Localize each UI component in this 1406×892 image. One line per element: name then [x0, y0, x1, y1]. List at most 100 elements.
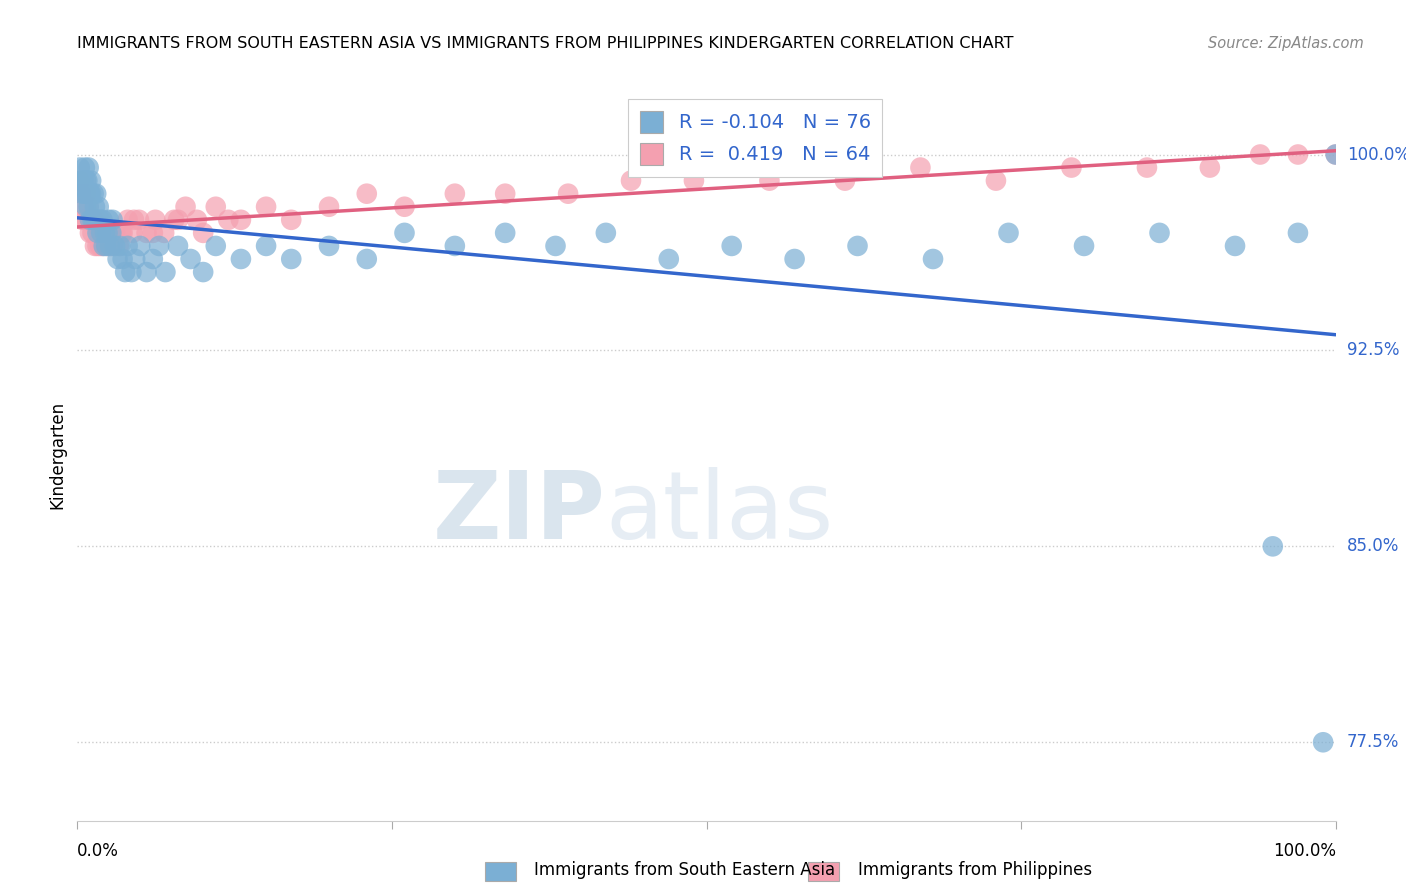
Point — [997, 226, 1019, 240]
Point — [75, 200, 97, 214]
Point — [1198, 161, 1220, 175]
Point — [75, 186, 97, 201]
Point — [96, 239, 118, 253]
Point — [70, 174, 93, 188]
Point — [163, 212, 186, 227]
Point — [83, 212, 105, 227]
Point — [84, 239, 107, 253]
Point — [82, 226, 104, 240]
Point — [111, 226, 134, 240]
Text: 100.0%: 100.0% — [1347, 145, 1406, 163]
Point — [90, 226, 112, 240]
Point — [280, 212, 302, 227]
Point — [834, 174, 856, 188]
Point — [86, 212, 108, 227]
Point — [86, 226, 108, 240]
Point — [79, 212, 101, 227]
Point — [155, 265, 177, 279]
Point — [356, 186, 378, 201]
Point — [120, 265, 142, 279]
Text: ZIP: ZIP — [433, 467, 606, 559]
Point — [318, 200, 340, 214]
Point — [73, 186, 96, 201]
Point — [89, 212, 111, 227]
Point — [108, 239, 131, 253]
Point — [73, 161, 96, 175]
Point — [84, 212, 107, 227]
Text: 85.0%: 85.0% — [1347, 537, 1399, 556]
Point — [1136, 161, 1159, 175]
Point — [107, 252, 129, 266]
Point — [135, 265, 157, 279]
Point — [783, 252, 806, 266]
Point — [83, 186, 105, 201]
Point — [153, 226, 176, 240]
Point — [683, 174, 706, 188]
Point — [135, 226, 157, 240]
Point — [80, 212, 103, 227]
Point — [204, 200, 226, 214]
Point — [620, 174, 643, 188]
Point — [91, 239, 114, 253]
Point — [104, 239, 127, 253]
Point — [318, 239, 340, 253]
Point — [86, 239, 108, 253]
Point — [94, 226, 117, 240]
Point — [758, 174, 780, 188]
Point — [87, 200, 110, 214]
Point — [394, 226, 416, 240]
Point — [128, 212, 150, 227]
Point — [101, 239, 124, 253]
Point — [910, 161, 932, 175]
Point — [167, 212, 190, 227]
Point — [142, 252, 165, 266]
Point — [79, 186, 101, 201]
Point — [76, 174, 98, 188]
Y-axis label: Kindergarten: Kindergarten — [48, 401, 66, 509]
Point — [1324, 147, 1347, 161]
Text: 77.5%: 77.5% — [1347, 733, 1399, 751]
Point — [72, 174, 94, 188]
Legend: R = -0.104   N = 76, R =  0.419   N = 64: R = -0.104 N = 76, R = 0.419 N = 64 — [628, 99, 883, 177]
Point — [100, 226, 122, 240]
Point — [72, 200, 94, 214]
Point — [444, 239, 467, 253]
Point — [77, 161, 100, 175]
Point — [494, 226, 516, 240]
Point — [494, 186, 516, 201]
Point — [229, 252, 252, 266]
Point — [444, 186, 467, 201]
Point — [76, 186, 98, 201]
Point — [72, 186, 94, 201]
Point — [557, 186, 579, 201]
Point — [108, 239, 131, 253]
Point — [101, 212, 124, 227]
Point — [69, 174, 91, 188]
Point — [117, 239, 139, 253]
Point — [720, 239, 742, 253]
Point — [111, 252, 134, 266]
Point — [191, 226, 215, 240]
Point — [96, 226, 118, 240]
Point — [1149, 226, 1171, 240]
Point — [204, 239, 226, 253]
Point — [94, 226, 117, 240]
Point — [254, 200, 277, 214]
Point — [148, 239, 170, 253]
Point — [96, 239, 118, 253]
Point — [91, 212, 114, 227]
Point — [89, 239, 111, 253]
Point — [595, 226, 617, 240]
Point — [229, 212, 252, 227]
Point — [394, 200, 416, 214]
Point — [84, 200, 107, 214]
Text: 100.0%: 100.0% — [1272, 842, 1336, 860]
Point — [77, 200, 100, 214]
Point — [84, 186, 107, 201]
Point — [544, 239, 567, 253]
Point — [142, 226, 165, 240]
Point — [186, 212, 208, 227]
Point — [87, 226, 110, 240]
Point — [83, 212, 105, 227]
Point — [69, 161, 91, 175]
